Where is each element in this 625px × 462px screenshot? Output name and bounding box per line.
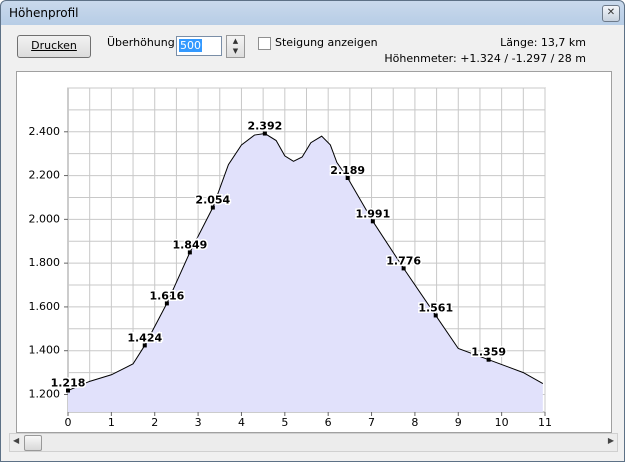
y-tick-label: 2.400 [29,125,61,138]
slope-checkbox-label[interactable]: Steigung anzeigen [275,36,378,49]
window-title: Höhenprofil [9,6,79,20]
marker [262,131,267,136]
x-tick-label: 7 [368,416,375,429]
x-tick-label: 5 [281,416,288,429]
marker [486,357,491,362]
chart-panel: 1.200 1.400 1.600 1.800 2.000 2.200 2.400 0 1 2 3 4… [16,71,612,433]
slope-checkbox[interactable] [258,37,271,50]
x-tick-label: 4 [238,416,245,429]
x-tick-label: 11 [538,416,552,429]
x-tick-label: 10 [495,416,509,429]
y-tick-label: 2.200 [29,169,61,182]
marker [66,388,70,393]
y-tick-label: 1.200 [29,387,61,400]
marker [210,205,215,210]
print-button[interactable]: Drucken [17,35,91,58]
value-label: 2.392 [247,120,282,133]
y-tick-label: 1.400 [29,344,61,357]
marker [433,313,438,318]
value-label: 1.849 [172,238,207,251]
marker [142,343,147,348]
value-label: 1.359 [471,346,506,359]
marker [164,301,169,306]
x-tick-label: 6 [325,416,332,429]
chart: 1.200 1.400 1.600 1.800 2.000 2.200 2.400 0 1 2 3 4… [29,87,552,429]
exaggeration-value: 500 [179,39,202,52]
x-tick-label: 3 [195,416,202,429]
spinner[interactable]: ▲ ▼ [226,35,245,58]
close-button[interactable]: ✕ [602,5,620,22]
x-tick-label: 9 [455,416,462,429]
horizontal-scrollbar[interactable]: ◀ ▶ [9,433,618,452]
elevation-area [68,133,543,412]
scroll-thumb[interactable] [24,435,42,451]
value-label: 1.616 [149,289,184,302]
x-tick-label: 8 [411,416,418,429]
x-tick-label: 0 [65,416,72,429]
marker [345,175,350,180]
scroll-right[interactable]: ▶ [607,436,614,445]
y-tick-label: 1.600 [29,300,61,313]
length-info: Länge: 13,7 km [500,36,586,49]
marker [370,219,375,224]
x-tick-label: 2 [151,416,158,429]
value-label: 2.054 [195,194,230,207]
value-label: 2.189 [330,164,365,177]
x-tick-label: 1 [108,416,115,429]
exaggeration-label: Überhöhung [107,36,175,49]
marker [187,250,192,255]
y-tick-label: 1.800 [29,256,61,269]
elevation-line [67,133,544,392]
marker [401,266,406,271]
value-label: 1.218 [51,377,86,390]
value-label: 1.776 [386,254,421,267]
scroll-left[interactable]: ◀ [13,436,20,445]
value-label: 1.991 [355,207,390,220]
exaggeration-input[interactable]: 500 [176,36,222,56]
elevation-info: Höhenmeter: +1.324 / -1.297 / 28 m [384,52,586,65]
y-tick-label: 2.000 [29,212,61,225]
value-label: 1.424 [127,331,162,344]
value-label: 1.561 [418,301,453,314]
